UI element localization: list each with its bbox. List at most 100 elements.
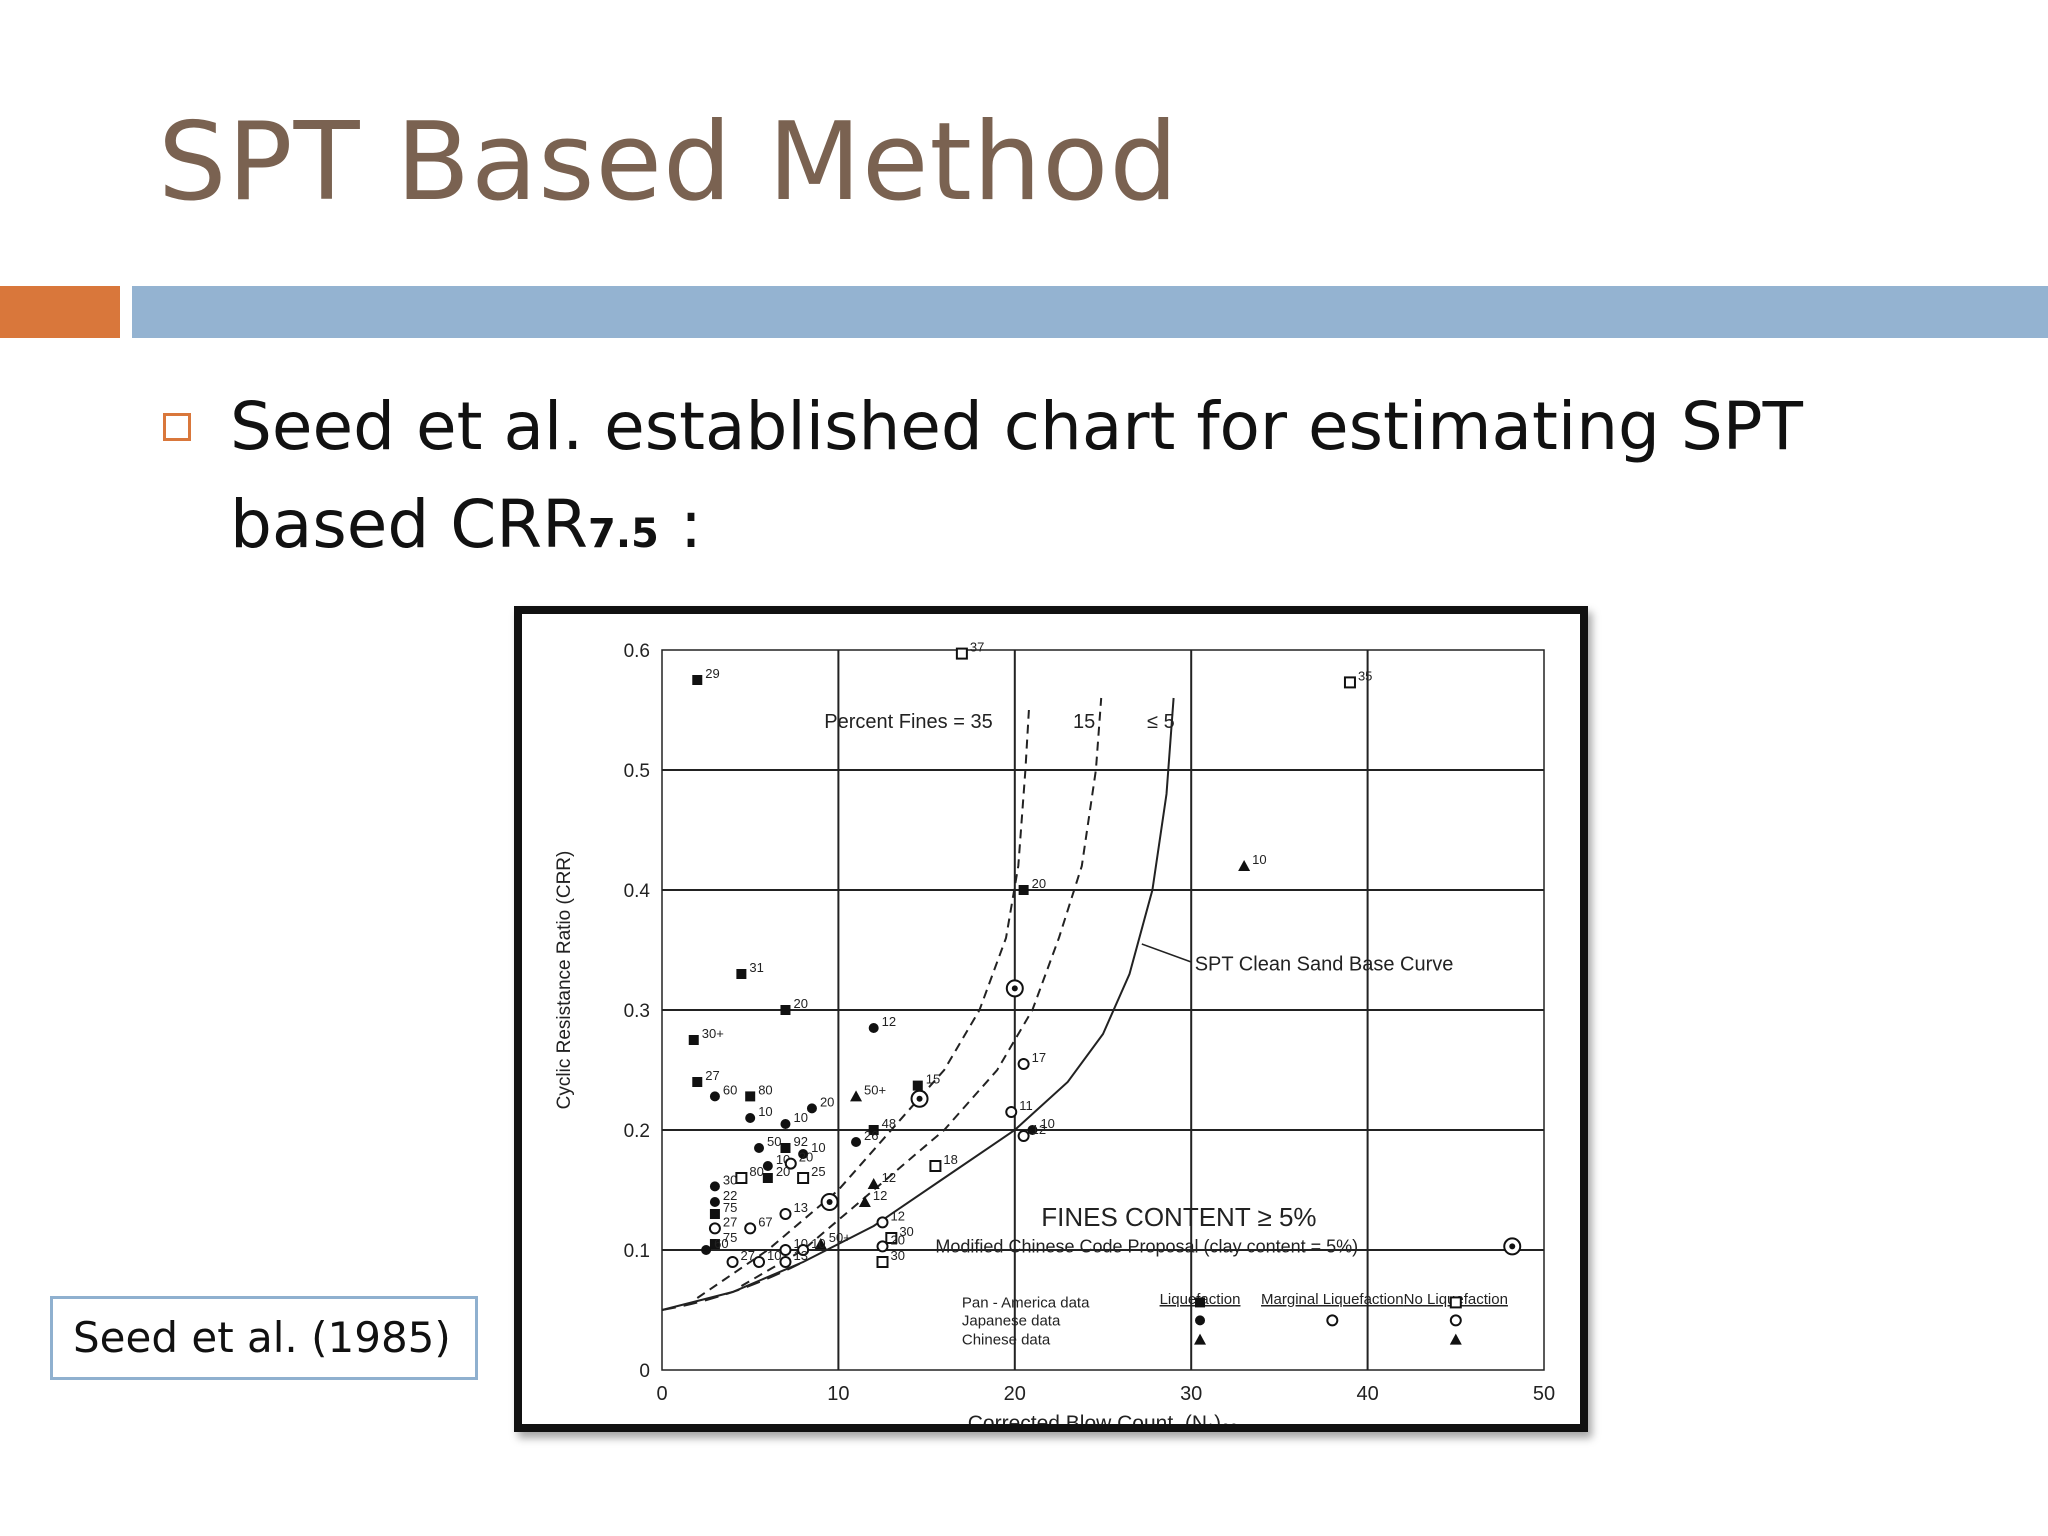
data-point-core [1011, 985, 1018, 992]
data-point-label: 50 [767, 1134, 781, 1149]
data-point [708, 1222, 721, 1235]
data-point-core [826, 1199, 833, 1205]
data-point [929, 1160, 942, 1172]
data-point [735, 1172, 748, 1184]
data-point [780, 1005, 791, 1015]
data-point [784, 1157, 797, 1170]
y-axis-label: Cyclic Resistance Ratio (CRR) [554, 851, 575, 1110]
data-point-label: 50+ [829, 1230, 851, 1245]
crr-chart: 0 10 20 30 40 5000.10.20.30.40.50.6Corrected … [554, 640, 1555, 1424]
data-point-label: 30+ [702, 1026, 724, 1041]
fines-curve-0 [696, 709, 1030, 1299]
data-point-label: 50+ [864, 1082, 886, 1097]
x-axis-label: Corrected Blow Count, (N₁)₆₀ [968, 1412, 1239, 1424]
x-tick-label: 10 [827, 1383, 849, 1405]
data-point-label: 27 [741, 1248, 755, 1263]
data-point-label: 75 [723, 1200, 737, 1215]
data-point-label: 10 [767, 1248, 781, 1263]
data-point [709, 1239, 720, 1249]
data-point [779, 1244, 792, 1256]
data-point [692, 675, 703, 685]
data-point [762, 1161, 773, 1171]
legend-pan-noliq-marker [1449, 1296, 1462, 1309]
data-point [1027, 1125, 1038, 1135]
data-point-label: 80 [749, 1164, 763, 1179]
data-point [876, 1216, 889, 1229]
legend-cn-liq-marker [1194, 1333, 1207, 1345]
data-point [867, 1178, 880, 1189]
data-point [744, 1222, 757, 1235]
data-point [754, 1143, 765, 1153]
fines-5-label: ≤ 5 [1147, 711, 1175, 733]
y-tick-label: 0.4 [624, 881, 651, 902]
data-point [1018, 885, 1029, 895]
data-point [753, 1256, 766, 1268]
legend-row-label: Chinese data [962, 1332, 1051, 1349]
data-point-label: 10 [1252, 852, 1266, 867]
data-point-label: 48 [882, 1116, 896, 1131]
data-point [1238, 860, 1251, 871]
data-point [745, 1091, 756, 1102]
data-point [780, 1143, 791, 1153]
base-curve-extension [661, 1261, 804, 1311]
y-tick-label: 0.3 [624, 1001, 650, 1022]
base-curve-leader [1141, 943, 1192, 963]
data-point [709, 1197, 720, 1207]
data-point [709, 1209, 720, 1219]
x-tick-label: 40 [1356, 1383, 1378, 1405]
fines-35-label: Percent Fines = 35 [824, 711, 992, 733]
data-point-label: 30 [723, 1172, 737, 1187]
legend-jp-marginal-marker [1326, 1314, 1339, 1327]
data-point-label: 20 [799, 1150, 813, 1165]
data-point-label: 20 [891, 1232, 905, 1247]
x-tick-label: 20 [1004, 1383, 1026, 1405]
bullet-square-icon [163, 413, 191, 441]
accent-bar-orange [0, 286, 120, 338]
data-point-label: 92 [793, 1134, 807, 1149]
bullet-text: Seed et al. established chart for estima… [230, 378, 1930, 583]
legend-row-label: Pan - America data [962, 1294, 1090, 1311]
fines-curve-1 [740, 697, 1103, 1287]
data-point [726, 1256, 739, 1268]
data-point [806, 1103, 817, 1114]
data-point [797, 1244, 810, 1256]
data-point [1343, 676, 1356, 689]
data-point-label: 25 [811, 1164, 825, 1179]
data-point-label: 10 [793, 1110, 807, 1125]
y-tick-label: 0.2 [624, 1121, 650, 1142]
x-tick-label: 50 [1533, 1383, 1555, 1405]
data-point-label: 60 [714, 1236, 728, 1251]
y-tick-label: 0.1 [624, 1241, 650, 1262]
legend-column-label: Marginal Liquefaction [1261, 1291, 1404, 1308]
data-point-label: 10 [758, 1104, 772, 1119]
bullet-main-text: Seed et al. established chart for estima… [230, 388, 1803, 563]
chinese-code-label: Modified Chinese Code Proposal (clay con… [935, 1236, 1358, 1256]
data-point-core [916, 1095, 923, 1102]
accent-bar-blue [132, 286, 2048, 338]
data-point-label: 60 [723, 1082, 737, 1097]
data-point [814, 1238, 827, 1249]
data-point-label: 12 [891, 1208, 905, 1223]
y-tick-label: 0 [639, 1361, 650, 1382]
citation-caption: Seed et al. (1985) [50, 1296, 478, 1380]
data-point [850, 1090, 863, 1102]
data-point [955, 647, 968, 660]
data-point-label: 80 [758, 1082, 772, 1097]
data-point-label: 10 [811, 1140, 825, 1155]
data-point-label: 13 [793, 1248, 807, 1263]
data-point [709, 1181, 720, 1192]
data-point [736, 969, 747, 979]
data-point-label: 17 [1032, 1050, 1046, 1065]
chinese-code-marker-core [1509, 1243, 1516, 1250]
data-point-label: 75 [723, 1230, 737, 1245]
base-curve-label: SPT Clean Sand Base Curve [1195, 953, 1454, 975]
legend-row-label: Japanese data [962, 1312, 1061, 1329]
y-tick-label: 0.5 [624, 761, 650, 782]
data-point [797, 1172, 810, 1184]
data-point [876, 1256, 889, 1268]
data-point-label: 31 [749, 960, 763, 975]
data-point [692, 1077, 703, 1087]
data-point [868, 1023, 879, 1033]
bullet-subscript: 7.5 [588, 511, 659, 557]
data-point-label: 27 [705, 1068, 719, 1083]
